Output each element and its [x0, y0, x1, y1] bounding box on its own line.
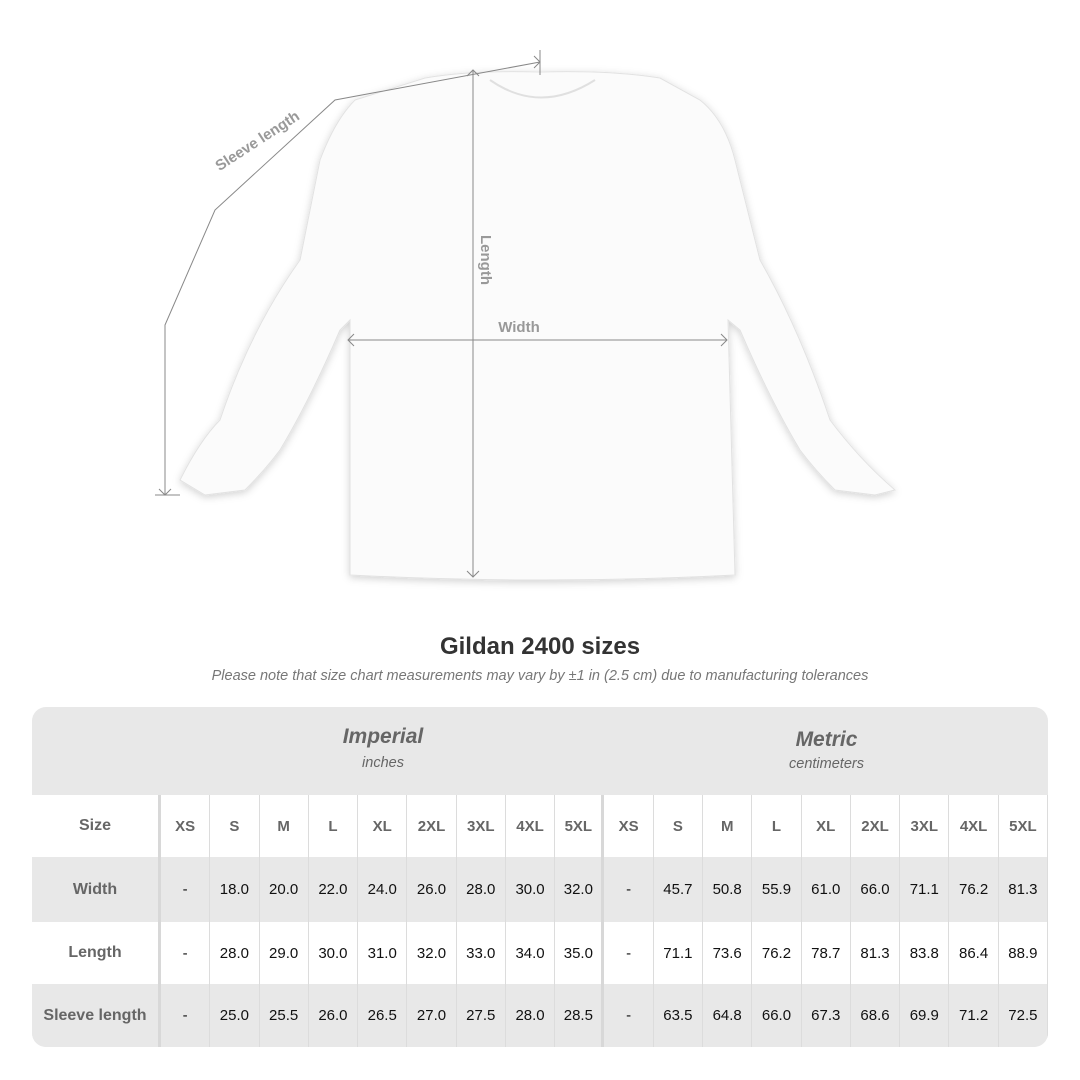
sleeve-length-label: Sleeve length [212, 108, 302, 175]
table-cell: 81.3 [851, 922, 901, 984]
table-row: Length -28.0 29.0 30.0 31.0 32.0 33.0 34.0 35.0-… [32, 922, 1048, 984]
size-column-header: S [210, 795, 260, 857]
length-label: Length [477, 235, 494, 285]
table-cell: 76.2 [949, 857, 999, 922]
size-column-header: 2XL [851, 795, 901, 857]
size-column-header: 5XL [555, 795, 605, 857]
table-cell: 25.5 [260, 984, 309, 1047]
metric-heading: Metric [795, 728, 858, 751]
table-cell: 28.5 [555, 984, 605, 1047]
table-cell: 50.8 [703, 857, 753, 922]
size-column-header: XS [161, 795, 211, 857]
metric-unit: centimeters [789, 756, 864, 772]
size-header: Size [32, 795, 161, 857]
table-cell: 71.1 [900, 857, 950, 922]
table-cell: 26.0 [407, 857, 457, 922]
table-cell: 66.0 [851, 857, 901, 922]
table-cell: 22.0 [309, 857, 359, 922]
table-cell: 30.0 [506, 857, 556, 922]
table-cell: 20.0 [260, 857, 309, 922]
tolerance-note: Please note that size chart measurements… [211, 668, 869, 684]
size-column-header: 5XL [999, 795, 1048, 857]
row-label: Sleeve length [32, 984, 161, 1047]
table-cell: 32.0 [555, 857, 605, 922]
table-cell: 86.4 [949, 922, 999, 984]
table-cell: - [604, 922, 654, 984]
size-column-header: M [260, 795, 309, 857]
metric-header: Metric centimeters [605, 707, 1048, 795]
table-cell: 26.0 [309, 984, 359, 1047]
table-cell: 68.6 [851, 984, 901, 1047]
size-column-header: 4XL [949, 795, 999, 857]
table-cell: 45.7 [654, 857, 704, 922]
imperial-header: Imperial inches [161, 707, 605, 795]
table-cell: 71.1 [654, 922, 704, 984]
table-row: Sleeve length -25.0 25.5 26.0 26.5 27.0 27.5 28… [32, 984, 1048, 1047]
table-cell: 32.0 [407, 922, 457, 984]
size-column-header: XL [802, 795, 851, 857]
size-table: Imperial inches Metric centimeters Size … [32, 707, 1048, 1047]
table-cell: 61.0 [802, 857, 851, 922]
measurement-lines [155, 50, 728, 578]
table-cell: 71.2 [949, 984, 999, 1047]
table-cell: 29.0 [260, 922, 309, 984]
size-column-header: M [703, 795, 753, 857]
table-cell: 28.0 [457, 857, 506, 922]
size-column-header: XS [604, 795, 654, 857]
size-column-header: S [654, 795, 704, 857]
size-header-row: Size XS S M L XL 2XL 3XL 4XL 5XL XS S M L XL 2XL 3XL 4XL… [32, 795, 1048, 857]
table-cell: 88.9 [999, 922, 1048, 984]
table-cell: 67.3 [802, 984, 851, 1047]
table-cell: - [161, 857, 211, 922]
table-cell: 30.0 [309, 922, 359, 984]
table-cell: 26.5 [358, 984, 408, 1047]
table-cell: 28.0 [210, 922, 260, 984]
table-cell: 24.0 [358, 857, 408, 922]
table-cell: 76.2 [752, 922, 802, 984]
page-title: Gildan 2400 sizes [439, 633, 641, 660]
shirt-measurement-diagram: Sleeve length Length Width [155, 50, 897, 581]
table-cell: 35.0 [555, 922, 605, 984]
table-cell: 83.8 [900, 922, 950, 984]
imperial-heading: Imperial [342, 725, 424, 748]
table-row: Width -18.0 20.0 22.0 24.0 26.0 28.0 30.0 32.0-4… [32, 857, 1048, 922]
size-column-header: 3XL [457, 795, 506, 857]
table-cell: 81.3 [999, 857, 1048, 922]
table-cell: 64.8 [703, 984, 753, 1047]
size-column-header: L [752, 795, 802, 857]
table-cell: 55.9 [752, 857, 802, 922]
table-cell: 72.5 [999, 984, 1048, 1047]
table-cell: 33.0 [457, 922, 506, 984]
table-cell: 25.0 [210, 984, 260, 1047]
table-cell: 78.7 [802, 922, 851, 984]
table-cell: 34.0 [506, 922, 556, 984]
table-cell: 18.0 [210, 857, 260, 922]
size-column-header: 4XL [506, 795, 556, 857]
size-column-header: XL [358, 795, 408, 857]
table-cell: 27.5 [457, 984, 506, 1047]
imperial-unit: inches [362, 755, 404, 771]
size-column-header: 3XL [900, 795, 950, 857]
table-cell: 63.5 [654, 984, 704, 1047]
table-cell: 73.6 [703, 922, 753, 984]
shirt-image [179, 71, 897, 581]
table-cell: - [604, 857, 654, 922]
table-cell: 28.0 [506, 984, 556, 1047]
table-cell: - [604, 984, 654, 1047]
table-cell: 66.0 [752, 984, 802, 1047]
table-cell: 31.0 [358, 922, 408, 984]
size-column-header: 2XL [407, 795, 457, 857]
width-label: Width [498, 319, 540, 336]
table-cell: - [161, 984, 211, 1047]
table-cell: 69.9 [900, 984, 950, 1047]
row-label: Width [32, 857, 161, 922]
row-label: Length [32, 922, 161, 984]
table-cell: 27.0 [407, 984, 457, 1047]
size-column-header: L [309, 795, 359, 857]
table-cell: - [161, 922, 211, 984]
